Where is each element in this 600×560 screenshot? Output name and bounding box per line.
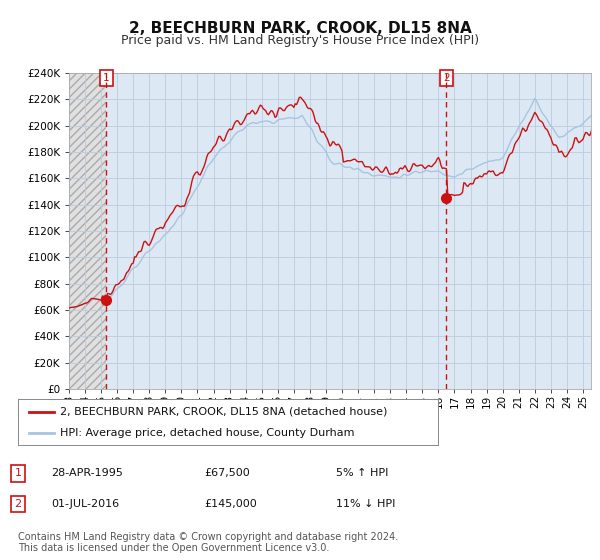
- Text: £67,500: £67,500: [204, 468, 250, 478]
- Bar: [69, 73, 106, 389]
- Text: 01-JUL-2016: 01-JUL-2016: [51, 499, 119, 509]
- Text: 5% ↑ HPI: 5% ↑ HPI: [336, 468, 388, 478]
- Text: 2: 2: [443, 73, 450, 83]
- Text: 2, BEECHBURN PARK, CROOK, DL15 8NA (detached house): 2, BEECHBURN PARK, CROOK, DL15 8NA (deta…: [60, 407, 388, 417]
- Text: Contains HM Land Registry data © Crown copyright and database right 2024.
This d: Contains HM Land Registry data © Crown c…: [18, 531, 398, 553]
- Text: £145,000: £145,000: [204, 499, 257, 509]
- Text: 11% ↓ HPI: 11% ↓ HPI: [336, 499, 395, 509]
- Text: 28-APR-1995: 28-APR-1995: [51, 468, 123, 478]
- Text: Price paid vs. HM Land Registry's House Price Index (HPI): Price paid vs. HM Land Registry's House …: [121, 34, 479, 46]
- Text: 1: 1: [14, 468, 22, 478]
- Text: 2: 2: [14, 499, 22, 509]
- Text: HPI: Average price, detached house, County Durham: HPI: Average price, detached house, Coun…: [60, 428, 355, 438]
- Text: 2, BEECHBURN PARK, CROOK, DL15 8NA: 2, BEECHBURN PARK, CROOK, DL15 8NA: [128, 21, 472, 36]
- Text: 1: 1: [103, 73, 110, 83]
